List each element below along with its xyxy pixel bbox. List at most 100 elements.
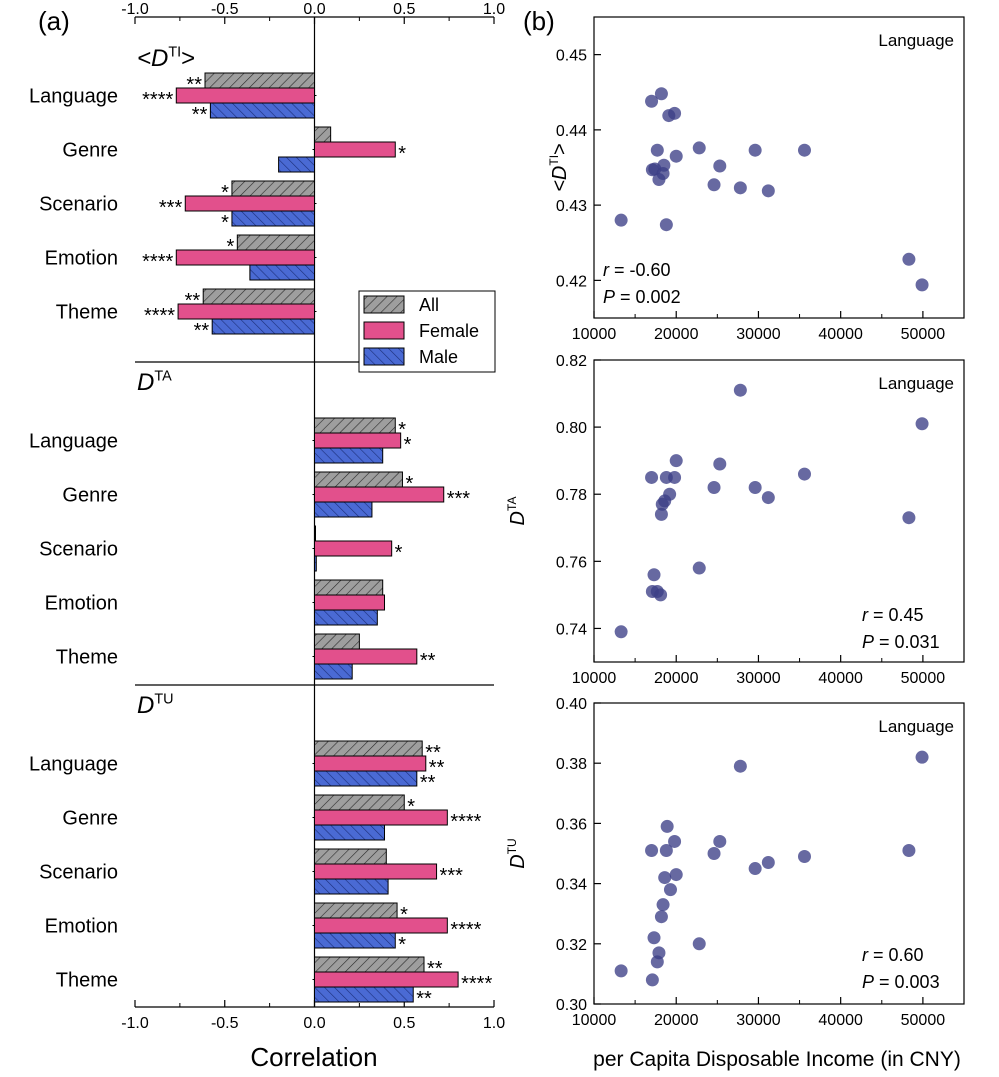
scatter-plot-dtu: 10000 20000 30000 40000 50000 0.30 0.32 0.34 0.3… (505, 696, 965, 1029)
significance-label: * (221, 182, 229, 204)
data-point (647, 568, 661, 582)
bar (314, 794, 405, 811)
data-point (652, 946, 666, 960)
data-point (692, 561, 706, 575)
y-tick-label: 0.40 (556, 696, 587, 713)
x-tick-label: 40000 (818, 670, 863, 687)
x-tick-label: 50000 (901, 326, 946, 343)
category-label: Theme (56, 302, 118, 324)
y-tick-label: 0.38 (556, 756, 587, 773)
data-point (659, 843, 673, 857)
bar (314, 648, 418, 665)
significance-label: ** (420, 650, 436, 672)
x-tick-label-bottom: 0.5 (393, 1015, 415, 1032)
x-tick-label: 10000 (572, 326, 617, 343)
data-point (668, 834, 682, 848)
x-tick-label: 30000 (736, 670, 781, 687)
x-tick-label: 30000 (736, 1012, 781, 1029)
category-label: Theme (56, 647, 118, 669)
y-tick-label: 0.74 (556, 621, 587, 638)
bar (278, 156, 316, 173)
data-point (761, 184, 775, 198)
group-label: DTU (137, 691, 174, 719)
y-tick-label: 0.78 (556, 487, 587, 504)
data-point (669, 454, 683, 468)
data-point (707, 847, 721, 860)
category-label: Language (29, 754, 118, 776)
category-label: Language (29, 86, 118, 108)
bar (314, 848, 387, 865)
significance-label: ** (429, 757, 445, 779)
data-point (645, 843, 659, 857)
y-tick-label: 0.42 (556, 273, 587, 290)
correlation-r: r = -0.60 (603, 260, 671, 280)
legend-swatch-all (363, 295, 405, 314)
data-point (660, 819, 674, 833)
significance-label: * (405, 473, 413, 495)
data-point (658, 871, 672, 885)
significance-label: **** (144, 305, 175, 327)
category-label: Emotion (45, 916, 118, 938)
bar (314, 917, 448, 934)
data-point (650, 143, 664, 157)
bar (314, 902, 398, 919)
bar (211, 318, 315, 335)
x-tick-label-bottom: -0.5 (211, 1015, 239, 1032)
bar (314, 956, 425, 973)
data-point (669, 868, 683, 882)
panel-label: Language (878, 717, 954, 736)
panel-a-label: (a) (38, 6, 70, 36)
x-tick-label: 20000 (654, 670, 699, 687)
significance-label: *** (447, 488, 471, 510)
significance-label: ** (192, 104, 208, 126)
income-axis-title: per Capita Disposable Income (in CNY) (593, 1048, 961, 1071)
bar (314, 579, 384, 596)
data-point (614, 964, 628, 978)
x-tick-label: 40000 (818, 1012, 863, 1029)
significance-label: * (400, 904, 408, 926)
significance-label: ** (420, 772, 436, 794)
significance-label: * (407, 796, 415, 818)
data-point (713, 457, 727, 471)
data-point (614, 625, 628, 639)
bar (314, 432, 402, 449)
correlation-r: r = 0.60 (862, 945, 924, 965)
data-point (797, 143, 811, 157)
significance-label: *** (159, 197, 183, 219)
data-point (614, 213, 628, 227)
data-point (657, 158, 671, 172)
bar (236, 234, 315, 251)
data-point (748, 481, 762, 495)
bar (175, 87, 315, 104)
category-label: Emotion (45, 593, 118, 615)
correlation-bar-chart: -1.0 -1.0 -0.5 -0.5 0.0 0.0 0.5 0.5 1.0 1.0 <DTI> L… (29, 1, 505, 1032)
data-point (902, 252, 916, 266)
bar (314, 447, 384, 464)
bar (314, 594, 386, 611)
significance-label: **** (142, 89, 173, 111)
group-label: DTA (137, 368, 172, 396)
data-point (647, 931, 661, 945)
panel-label: Language (878, 31, 954, 50)
x-tick-label: 50000 (901, 1012, 946, 1029)
group-label: <DTI> (137, 44, 195, 72)
y-tick-label: 0.45 (556, 48, 587, 65)
bar (314, 471, 403, 488)
legend-label-female: Female (419, 321, 479, 341)
legend-label-male: Male (419, 347, 458, 367)
significance-label: ** (416, 988, 432, 1010)
data-point (654, 910, 668, 924)
y-tick-label: 0.30 (556, 997, 587, 1014)
y-tick-label: 0.44 (556, 123, 587, 140)
significance-label: **** (461, 973, 492, 995)
y-axis-label: DTA (505, 497, 529, 526)
y-axis-label: DTU (505, 838, 529, 868)
panel-b-label: (b) (523, 6, 555, 36)
data-point (707, 481, 721, 495)
bar (314, 633, 360, 650)
significance-label: * (398, 934, 406, 956)
bar (314, 824, 386, 841)
significance-label: **** (450, 919, 481, 941)
y-tick-label: 0.34 (556, 877, 587, 894)
